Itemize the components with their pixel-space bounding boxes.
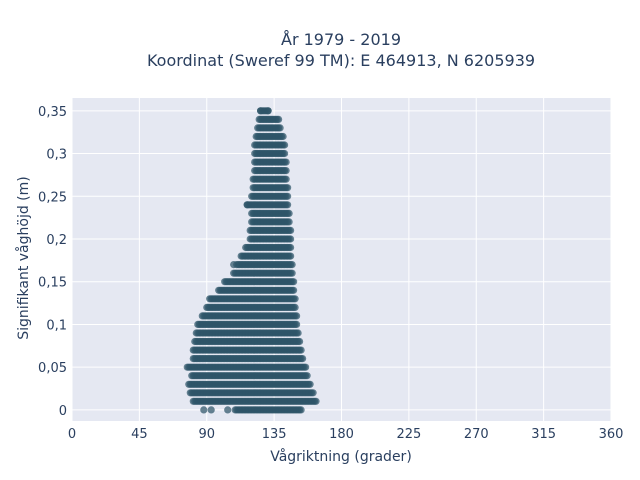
- scatter-point: [257, 107, 265, 115]
- scatter-point: [285, 218, 293, 226]
- chart-title-line2: Koordinat (Sweref 99 TM): E 464913, N 62…: [147, 51, 535, 70]
- x-tick-label: 180: [329, 427, 354, 442]
- x-tick-label: 270: [464, 427, 489, 442]
- scatter-point: [284, 184, 292, 192]
- y-axis-title: Signifikant våghöjd (m): [15, 176, 32, 339]
- scatter-point: [287, 235, 295, 243]
- y-tick-label: 0,25: [38, 190, 67, 205]
- x-tick-label: 360: [599, 427, 624, 442]
- scatter-point: [281, 149, 289, 158]
- x-axis-title: Vågriktning (grader): [270, 448, 412, 465]
- scatter-point: [243, 201, 251, 209]
- scatter-point: [224, 406, 232, 414]
- scatter-point: [303, 372, 311, 380]
- scatter-point: [276, 124, 284, 132]
- scatter-point: [291, 295, 299, 303]
- chart-title-line1: År 1979 - 2019: [281, 30, 401, 49]
- scatter-point: [282, 175, 290, 183]
- y-tick-label: 0,15: [38, 276, 67, 291]
- scatter-point: [290, 278, 298, 286]
- data-points: [183, 107, 320, 414]
- scatter-point: [279, 132, 287, 141]
- scatter-point: [309, 389, 317, 397]
- y-tick-label: 0,35: [38, 105, 67, 120]
- scatter-point: [288, 261, 296, 269]
- scatter-point: [306, 380, 314, 388]
- scatter-point: [287, 252, 295, 260]
- scatter-point: [285, 209, 293, 217]
- y-tick-label: 0,1: [46, 318, 67, 333]
- scatter-point: [297, 406, 305, 414]
- y-axis-ticks: 0 0,05 0,1 0,15 0,2 0,25 0,3 0,35: [38, 105, 67, 419]
- scatter-point: [282, 158, 290, 166]
- x-tick-label: 315: [531, 427, 556, 442]
- scatter-point: [290, 286, 298, 294]
- scatter-point: [264, 107, 272, 115]
- scatter-point: [288, 269, 296, 277]
- grid-lines: [71, 98, 612, 421]
- scatter-point: [293, 320, 301, 328]
- scatter-point: [287, 243, 295, 252]
- scatter-point: [302, 363, 310, 371]
- x-tick-label: 45: [131, 427, 148, 442]
- scatter-point: [293, 312, 301, 320]
- x-tick-label: 90: [198, 427, 215, 442]
- y-tick-label: 0: [59, 404, 67, 419]
- scatter-point: [287, 226, 295, 234]
- scatter-point: [281, 141, 289, 149]
- x-axis-ticks: 0 45 90 135 180 225 270 315 360: [68, 427, 624, 442]
- scatter-point: [282, 167, 290, 175]
- y-tick-label: 0,3: [46, 148, 67, 163]
- scatter-point: [296, 337, 304, 346]
- scatter-point: [284, 201, 292, 209]
- scatter-point: [284, 192, 292, 200]
- x-tick-label: 0: [68, 427, 76, 442]
- x-tick-label: 225: [396, 427, 421, 442]
- scatter-point: [207, 406, 215, 414]
- scatter-point: [200, 406, 208, 414]
- scatter-point: [312, 397, 320, 405]
- scatter-point: [230, 261, 238, 269]
- scatter-point: [294, 329, 302, 337]
- y-tick-label: 0,05: [38, 361, 67, 376]
- x-tick-label: 135: [262, 427, 287, 442]
- scatter-point: [297, 346, 305, 354]
- scatter-point: [299, 355, 307, 363]
- scatter-point: [275, 115, 283, 123]
- y-tick-label: 0,2: [46, 233, 67, 248]
- scatter-point: [291, 303, 299, 311]
